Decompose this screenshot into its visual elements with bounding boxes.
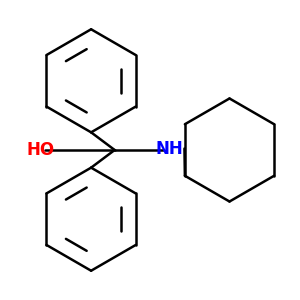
Text: NH: NH bbox=[155, 140, 183, 158]
Text: HO: HO bbox=[26, 141, 55, 159]
